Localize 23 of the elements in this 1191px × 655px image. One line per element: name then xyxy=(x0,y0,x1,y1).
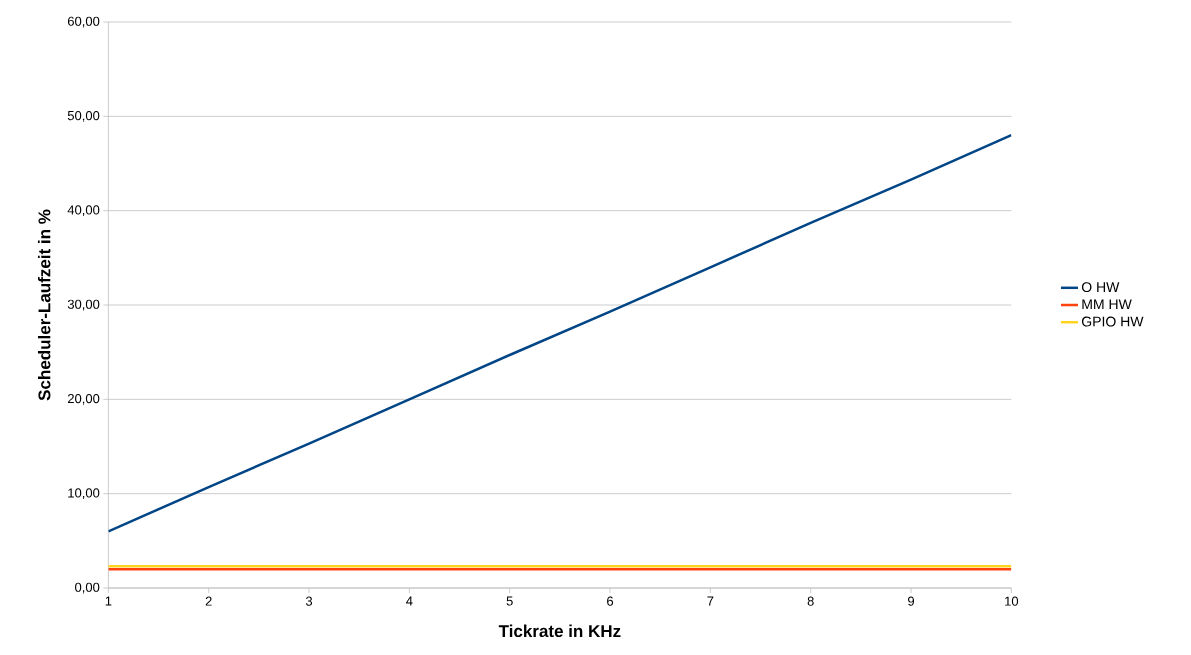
y-axis-title: Scheduler-Laufzeit in % xyxy=(37,209,51,401)
y-tick-label: 10,00 xyxy=(68,488,100,500)
x-tick-label: 9 xyxy=(908,596,915,606)
x-axis-title: Tickrate in KHz xyxy=(498,624,621,638)
x-tick-label: 5 xyxy=(506,596,513,606)
y-tick-label: 20,00 xyxy=(67,393,100,405)
x-tick-label: 10 xyxy=(1005,596,1019,606)
x-tick-label: 8 xyxy=(807,596,814,606)
y-tick-label: 50,00 xyxy=(67,110,100,122)
x-tick-label: 1 xyxy=(105,596,112,606)
x-tick-label: 4 xyxy=(406,596,413,606)
legend-label: GPIO HW xyxy=(1081,316,1144,327)
x-tick-label: 2 xyxy=(205,596,212,606)
x-tick-label: 6 xyxy=(607,596,614,606)
y-tick-label: 30,00 xyxy=(67,299,100,311)
y-tick-label: 0,00 xyxy=(75,582,100,594)
line-series xyxy=(108,133,1012,533)
x-tick-label: 3 xyxy=(305,596,313,606)
legend-label: O HW xyxy=(1081,282,1120,293)
legend-label: MM HW xyxy=(1082,299,1132,310)
y-tick-label: 40,00 xyxy=(67,205,100,217)
y-tick-label: 60,00 xyxy=(67,16,100,28)
x-tick-label: 7 xyxy=(707,596,714,606)
